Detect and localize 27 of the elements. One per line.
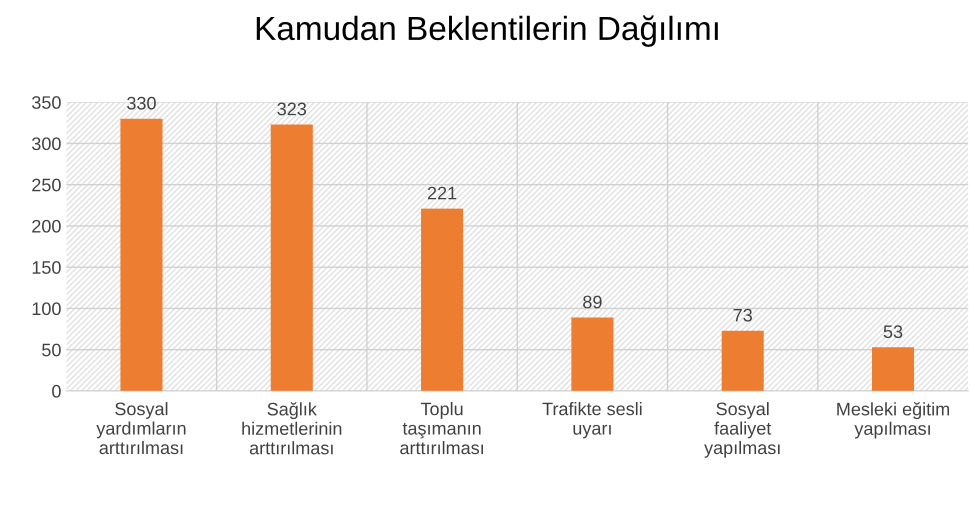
y-tick-label: 150 [32, 261, 61, 274]
x-tick-label: Trafikte sesli uyarı [542, 402, 642, 438]
bar [722, 330, 764, 391]
data-label: 330 [127, 96, 156, 110]
y-tick-label: 200 [32, 220, 61, 233]
bar [872, 347, 914, 391]
x-tick-label: Toplu taşımanın arttırılması [400, 402, 483, 454]
data-label: 89 [583, 296, 602, 308]
bar [270, 124, 313, 391]
y-tick-label: 300 [32, 137, 61, 150]
x-tick-label: Sosyal faaliyet yapılması [704, 402, 780, 458]
x-tick-label: Sosyal yardımların arttırılması [96, 402, 186, 454]
y-tick-label: 100 [32, 302, 61, 316]
x-tick-label: Mesleki eğitim yapılması [837, 402, 950, 439]
data-label: 221 [428, 186, 456, 200]
chart-title: Kamudan Beklentilerin Dağılımı [256, 15, 718, 47]
data-label: 323 [277, 102, 306, 116]
x-tick-label: Sağlık hizmetlerinin arttırılması [242, 402, 342, 454]
data-label: 73 [734, 308, 752, 322]
data-label: 53 [884, 325, 902, 338]
bar [421, 208, 464, 391]
y-tick-label: 0 [52, 384, 61, 398]
y-tick-label: 50 [42, 344, 61, 356]
y-tick-label: 250 [32, 178, 61, 192]
bar [120, 118, 162, 391]
y-tick-label: 350 [32, 96, 61, 109]
bar [571, 318, 614, 391]
